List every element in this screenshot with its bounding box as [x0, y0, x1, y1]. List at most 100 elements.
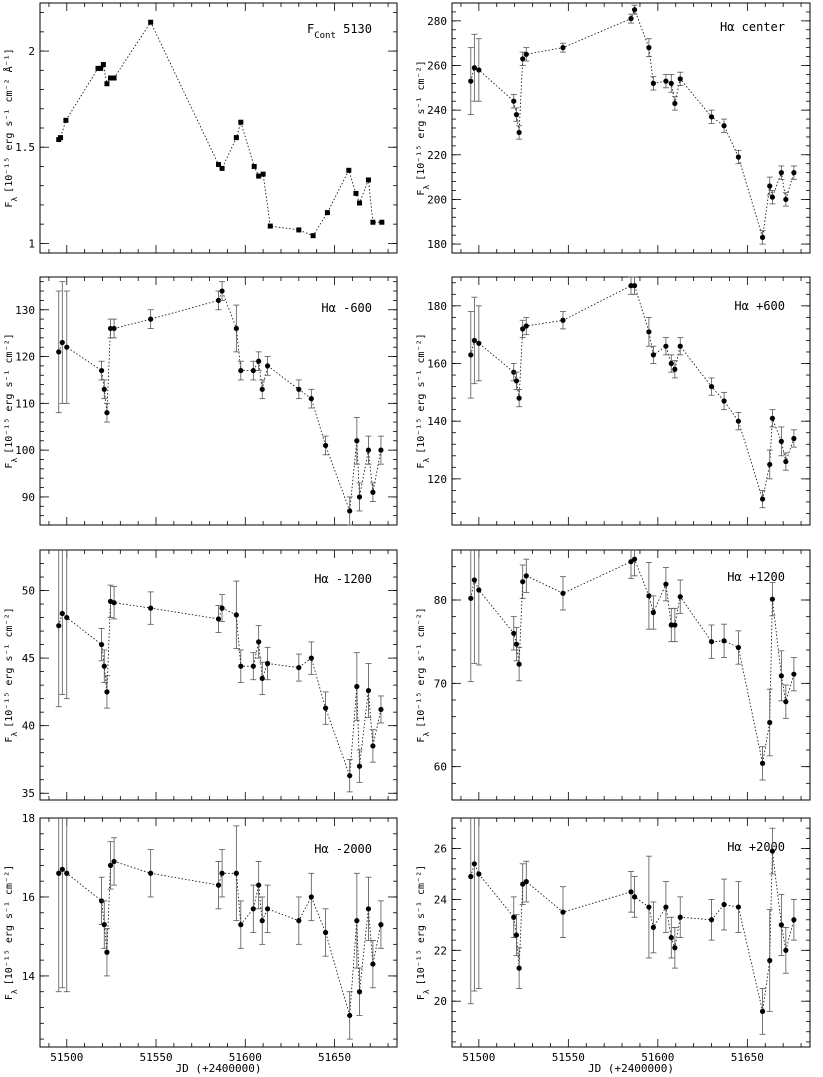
- panel-7-ylabel-lambda: λ: [422, 989, 431, 994]
- panel-0-ytick-label: 1.5: [15, 141, 35, 154]
- panel-4-ylabel: Fλ [10⁻¹⁵ erg s⁻¹ cm⁻²]: [4, 607, 19, 742]
- panel-6-data-point: [370, 961, 376, 967]
- panel-5-ylabel-unit: [10⁻¹⁵ erg s⁻¹ cm⁻²]: [416, 607, 427, 727]
- panel-3-series-line: [470, 285, 795, 500]
- panel-5-ylabel-lambda: λ: [422, 732, 431, 737]
- panel-5-ytick-label: 80: [434, 594, 447, 607]
- panel-2-data-point: [365, 447, 372, 453]
- panel-4-data-point: [101, 663, 107, 669]
- panel-3-data-point: [759, 496, 766, 502]
- panel-2-ytick-label: 110: [15, 397, 35, 410]
- panel-1-data-point: [708, 114, 715, 120]
- panel-4-data-point: [111, 600, 117, 606]
- panel-5-data-point: [646, 593, 652, 599]
- panel-3-data-point: [476, 340, 482, 346]
- panel-1-title: Hα center: [720, 20, 785, 34]
- panel-7-data-point: [468, 873, 474, 880]
- panel-6-title: Hα -2000: [314, 842, 372, 856]
- panel-3-data-point: [646, 329, 652, 335]
- panel-3-data-point: [791, 435, 797, 442]
- panel-5-data-point: [759, 760, 766, 766]
- panel-0-data-point: [267, 223, 273, 229]
- panel-0-title-rest: 5130: [336, 22, 372, 36]
- panel-3-data-point: [516, 395, 522, 401]
- panel-0-ylabel: Fλ [10⁻¹⁵ erg s⁻¹ cm⁻² Å⁻¹]: [2, 48, 19, 207]
- panel-6-ytick-label: 14: [22, 970, 36, 983]
- panel-7-data-point: [628, 889, 634, 895]
- panel-4-data-point: [296, 664, 302, 671]
- panel-5-data-point: [663, 581, 669, 587]
- panel-4-title-main: Hα -1200: [314, 572, 372, 586]
- panel-2-data-point: [296, 386, 302, 392]
- panel-4-data-point: [308, 655, 314, 661]
- panel-1-ylabel-lambda: λ: [422, 185, 431, 190]
- panel-6-title-main: Hα -2000: [314, 842, 372, 856]
- panel-2-data-point: [215, 297, 222, 303]
- panel-2-data-point: [354, 438, 360, 444]
- panel-6-data-point: [323, 929, 329, 936]
- panel-5-data-point: [783, 699, 789, 705]
- panel-7-data-point: [791, 917, 797, 923]
- panel-2-data-point: [148, 316, 154, 322]
- panel-5-data-point: [677, 594, 683, 600]
- panel-5-ylabel-f: F: [416, 737, 427, 743]
- panel-7-title: Hα +2000: [727, 840, 785, 854]
- panel-1-data-point: [476, 67, 482, 73]
- panel-4-data-point: [354, 683, 360, 690]
- panel-3-ylabel: Fλ [10⁻¹⁵ erg s⁻¹ cm⁻²]: [416, 333, 431, 468]
- panel-5-data-point: [735, 644, 742, 651]
- panel-6-data-point: [104, 949, 110, 955]
- panel-6-data-point: [219, 870, 225, 876]
- panel-4-data-point: [64, 614, 70, 621]
- panel-4-data-point: [250, 663, 256, 669]
- panel-2-title: Hα -600: [321, 301, 372, 315]
- panel-2-data-point: [233, 325, 239, 332]
- panel-3-data-point: [721, 398, 727, 404]
- panel-2-series-line: [58, 289, 382, 512]
- panel-1-data-point: [520, 56, 526, 62]
- panel-6-data-point: [233, 870, 239, 876]
- panel-0-data-point: [260, 171, 266, 177]
- panel-2-ylabel: Fλ [10⁻¹⁵ erg s⁻¹ cm⁻²]: [4, 333, 19, 468]
- panel-6-frame: [39, 817, 398, 1048]
- panel-7-ylabel-f: F: [416, 994, 427, 1000]
- panel-3-title: Hα +600: [734, 299, 785, 313]
- panel-5-data-point: [708, 639, 715, 645]
- panel-0-data-point: [219, 165, 225, 171]
- panel-1-data-point: [468, 78, 474, 84]
- panel-2-data-point: [101, 386, 107, 392]
- panel-3-data-point: [672, 366, 678, 372]
- panel-7-ylabel-unit: [10⁻¹⁵ erg s⁻¹ cm⁻²]: [416, 865, 427, 985]
- panel-4-data-point: [238, 663, 244, 669]
- panel-4-data-point: [233, 612, 239, 618]
- panel-0-data-point: [238, 119, 244, 125]
- panel-4-data-point: [98, 641, 105, 648]
- panel-5-data-point: [721, 638, 727, 644]
- panel-1-data-point: [668, 80, 674, 86]
- panel-3-title-main: Hα +600: [734, 299, 785, 313]
- panel-5-data-point: [560, 590, 566, 596]
- panel-0-data-point: [100, 62, 106, 68]
- panel-0-ylabel-lambda: λ: [10, 197, 19, 202]
- panel-2-data-point: [370, 489, 376, 495]
- panel-7-data-point: [721, 901, 727, 908]
- panel-0-data-point: [104, 81, 110, 87]
- panel-4-data-point: [148, 605, 154, 611]
- panel-3-data-point: [735, 418, 742, 424]
- panel-2-data-point: [64, 344, 70, 350]
- panel-6-xtick-label: 51600: [229, 1051, 262, 1064]
- panel-4-data-point: [59, 610, 65, 617]
- panel-2-data-point: [259, 386, 265, 392]
- panel-7-ytick-label: 20: [434, 995, 447, 1008]
- panel-5-data-point: [520, 579, 526, 585]
- panel-5-data-point: [769, 596, 776, 602]
- panel-0-data-point: [310, 233, 316, 239]
- panel-4-ytick-label: 40: [22, 720, 35, 733]
- panel-3-data-point: [513, 378, 520, 384]
- panel-5-data-point: [791, 671, 797, 677]
- panel-7-xtick-label: 51600: [641, 1051, 674, 1064]
- panel-6-data-point: [308, 894, 314, 900]
- panel-1-data-point: [516, 129, 522, 136]
- panel-1-ytick-label: 180: [427, 238, 447, 251]
- panel-0-data-point: [95, 65, 101, 71]
